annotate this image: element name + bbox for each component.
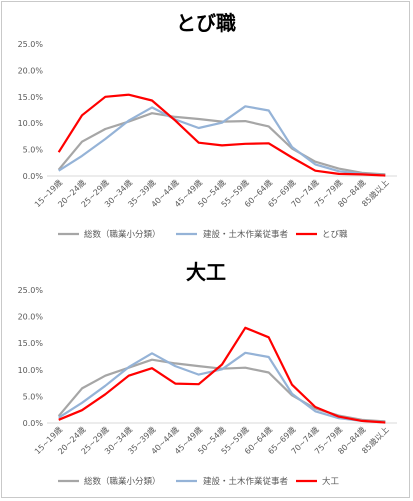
legend-label: 総数（職業小分類）: [84, 229, 161, 240]
series-line-highlight: [57, 93, 386, 177]
legend-label: 建設・土木作業従事者: [203, 229, 289, 240]
series-line-1: [58, 105, 386, 177]
y-tick-label: 20.0%: [18, 313, 44, 322]
legend-label: 大工: [322, 476, 340, 487]
y-tick-label: 25.0%: [18, 286, 44, 295]
chart-title-1: 大工: [186, 260, 226, 284]
y-tick-label: 5.0%: [23, 146, 44, 155]
y-tick-label: 10.0%: [18, 366, 44, 375]
y-tick-label: 0.0%: [23, 419, 44, 428]
y-tick-label: 15.0%: [18, 339, 44, 348]
y-tick-label: 20.0%: [18, 66, 44, 75]
y-tick-label: 10.0%: [18, 119, 44, 128]
y-tick-label: 0.0%: [23, 172, 44, 181]
y-tick-label: 5.0%: [23, 392, 44, 401]
series-line-highlight: [58, 326, 386, 424]
legend-label: 総数（職業小分類）: [84, 476, 161, 487]
legend-label: 建設・土木作業従事者: [203, 476, 289, 487]
y-tick-label: 15.0%: [18, 93, 44, 102]
chart-title-0: とび職: [176, 11, 236, 35]
legend-label: とび職: [322, 230, 348, 240]
series-line-1: [58, 351, 386, 424]
y-tick-label: 25.0%: [18, 40, 44, 49]
